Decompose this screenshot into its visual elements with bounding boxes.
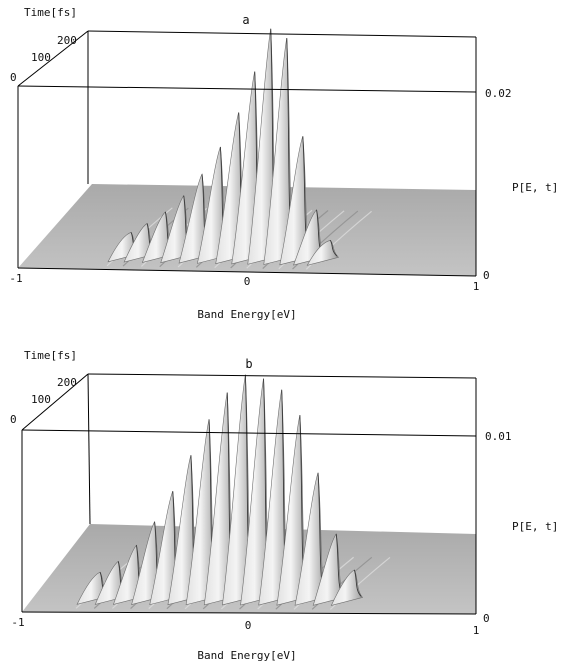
panel-b-peak-crest (353, 569, 362, 597)
panel-a-floor-group (18, 28, 476, 276)
panel-b-z-label: P[E, t] (512, 520, 558, 533)
panel-b-title: b (245, 357, 252, 371)
panel-a-x-tick-left: -1 (9, 272, 22, 285)
panel-b-time-tick-200: 200 (57, 376, 77, 389)
panel-a-x-tick-mid: 0 (244, 275, 251, 288)
panel-b-top-left-edge (21, 373, 89, 431)
panel-a-time-label: Time[fs] (24, 6, 77, 19)
panel-a-front-bottom-edge (17, 267, 477, 277)
panel-a-peaks (107, 28, 340, 266)
panel-a-z-label: P[E, t] (512, 181, 558, 194)
panel-b-z-tick-zero: 0 (483, 612, 490, 625)
panel-b-peaks (76, 374, 364, 606)
panel-a-z-tick-top: 0.02 (485, 87, 512, 100)
panel-b-front-bottom-edge (21, 611, 477, 615)
panel-b-front-top-edge (21, 429, 477, 437)
panel-a-time-tick-100: 100 (31, 51, 51, 64)
panel-a-x-tick-right: 1 (473, 280, 480, 293)
panel-b-floor-group (22, 374, 476, 614)
panel-b-x-tick-left: -1 (11, 616, 24, 629)
panel-a-x-label: Band Energy[eV] (197, 308, 296, 321)
panel-b-time-tick-0: 0 (10, 413, 17, 426)
panel-a: a Time[fs] 200 100 0 0.02 0 P[E, t] -1 0… (9, 6, 558, 321)
panel-b-x-label: Band Energy[eV] (197, 649, 296, 661)
panel-a-front-top-edge (17, 85, 477, 93)
panel-b-x-tick-right: 1 (473, 624, 480, 637)
panel-b-x-tick-mid: 0 (245, 619, 252, 632)
panel-b-time-tick-100: 100 (31, 393, 51, 406)
panel-a-frame (17, 30, 477, 277)
panel-a-peak-crest (329, 240, 338, 257)
panel-b-time-label: Time[fs] (24, 349, 77, 362)
panel-b-back-top-edge (87, 373, 477, 379)
panel-a-z-tick-zero: 0 (483, 269, 490, 282)
panel-b: b Time[fs] 200 100 0 0.01 0 P[E, t] -1 0… (10, 349, 558, 661)
panel-a-title: a (242, 13, 249, 27)
panel-a-time-tick-200: 200 (57, 34, 77, 47)
panel-a-back-top-edge (87, 30, 477, 38)
panel-b-z-tick-top: 0.01 (485, 430, 512, 443)
panel-b-back-left-edge (87, 373, 91, 525)
panel-a-top-left-edge (17, 30, 89, 87)
panel-b-frame (21, 373, 477, 615)
panel-a-time-tick-0: 0 (10, 71, 17, 84)
